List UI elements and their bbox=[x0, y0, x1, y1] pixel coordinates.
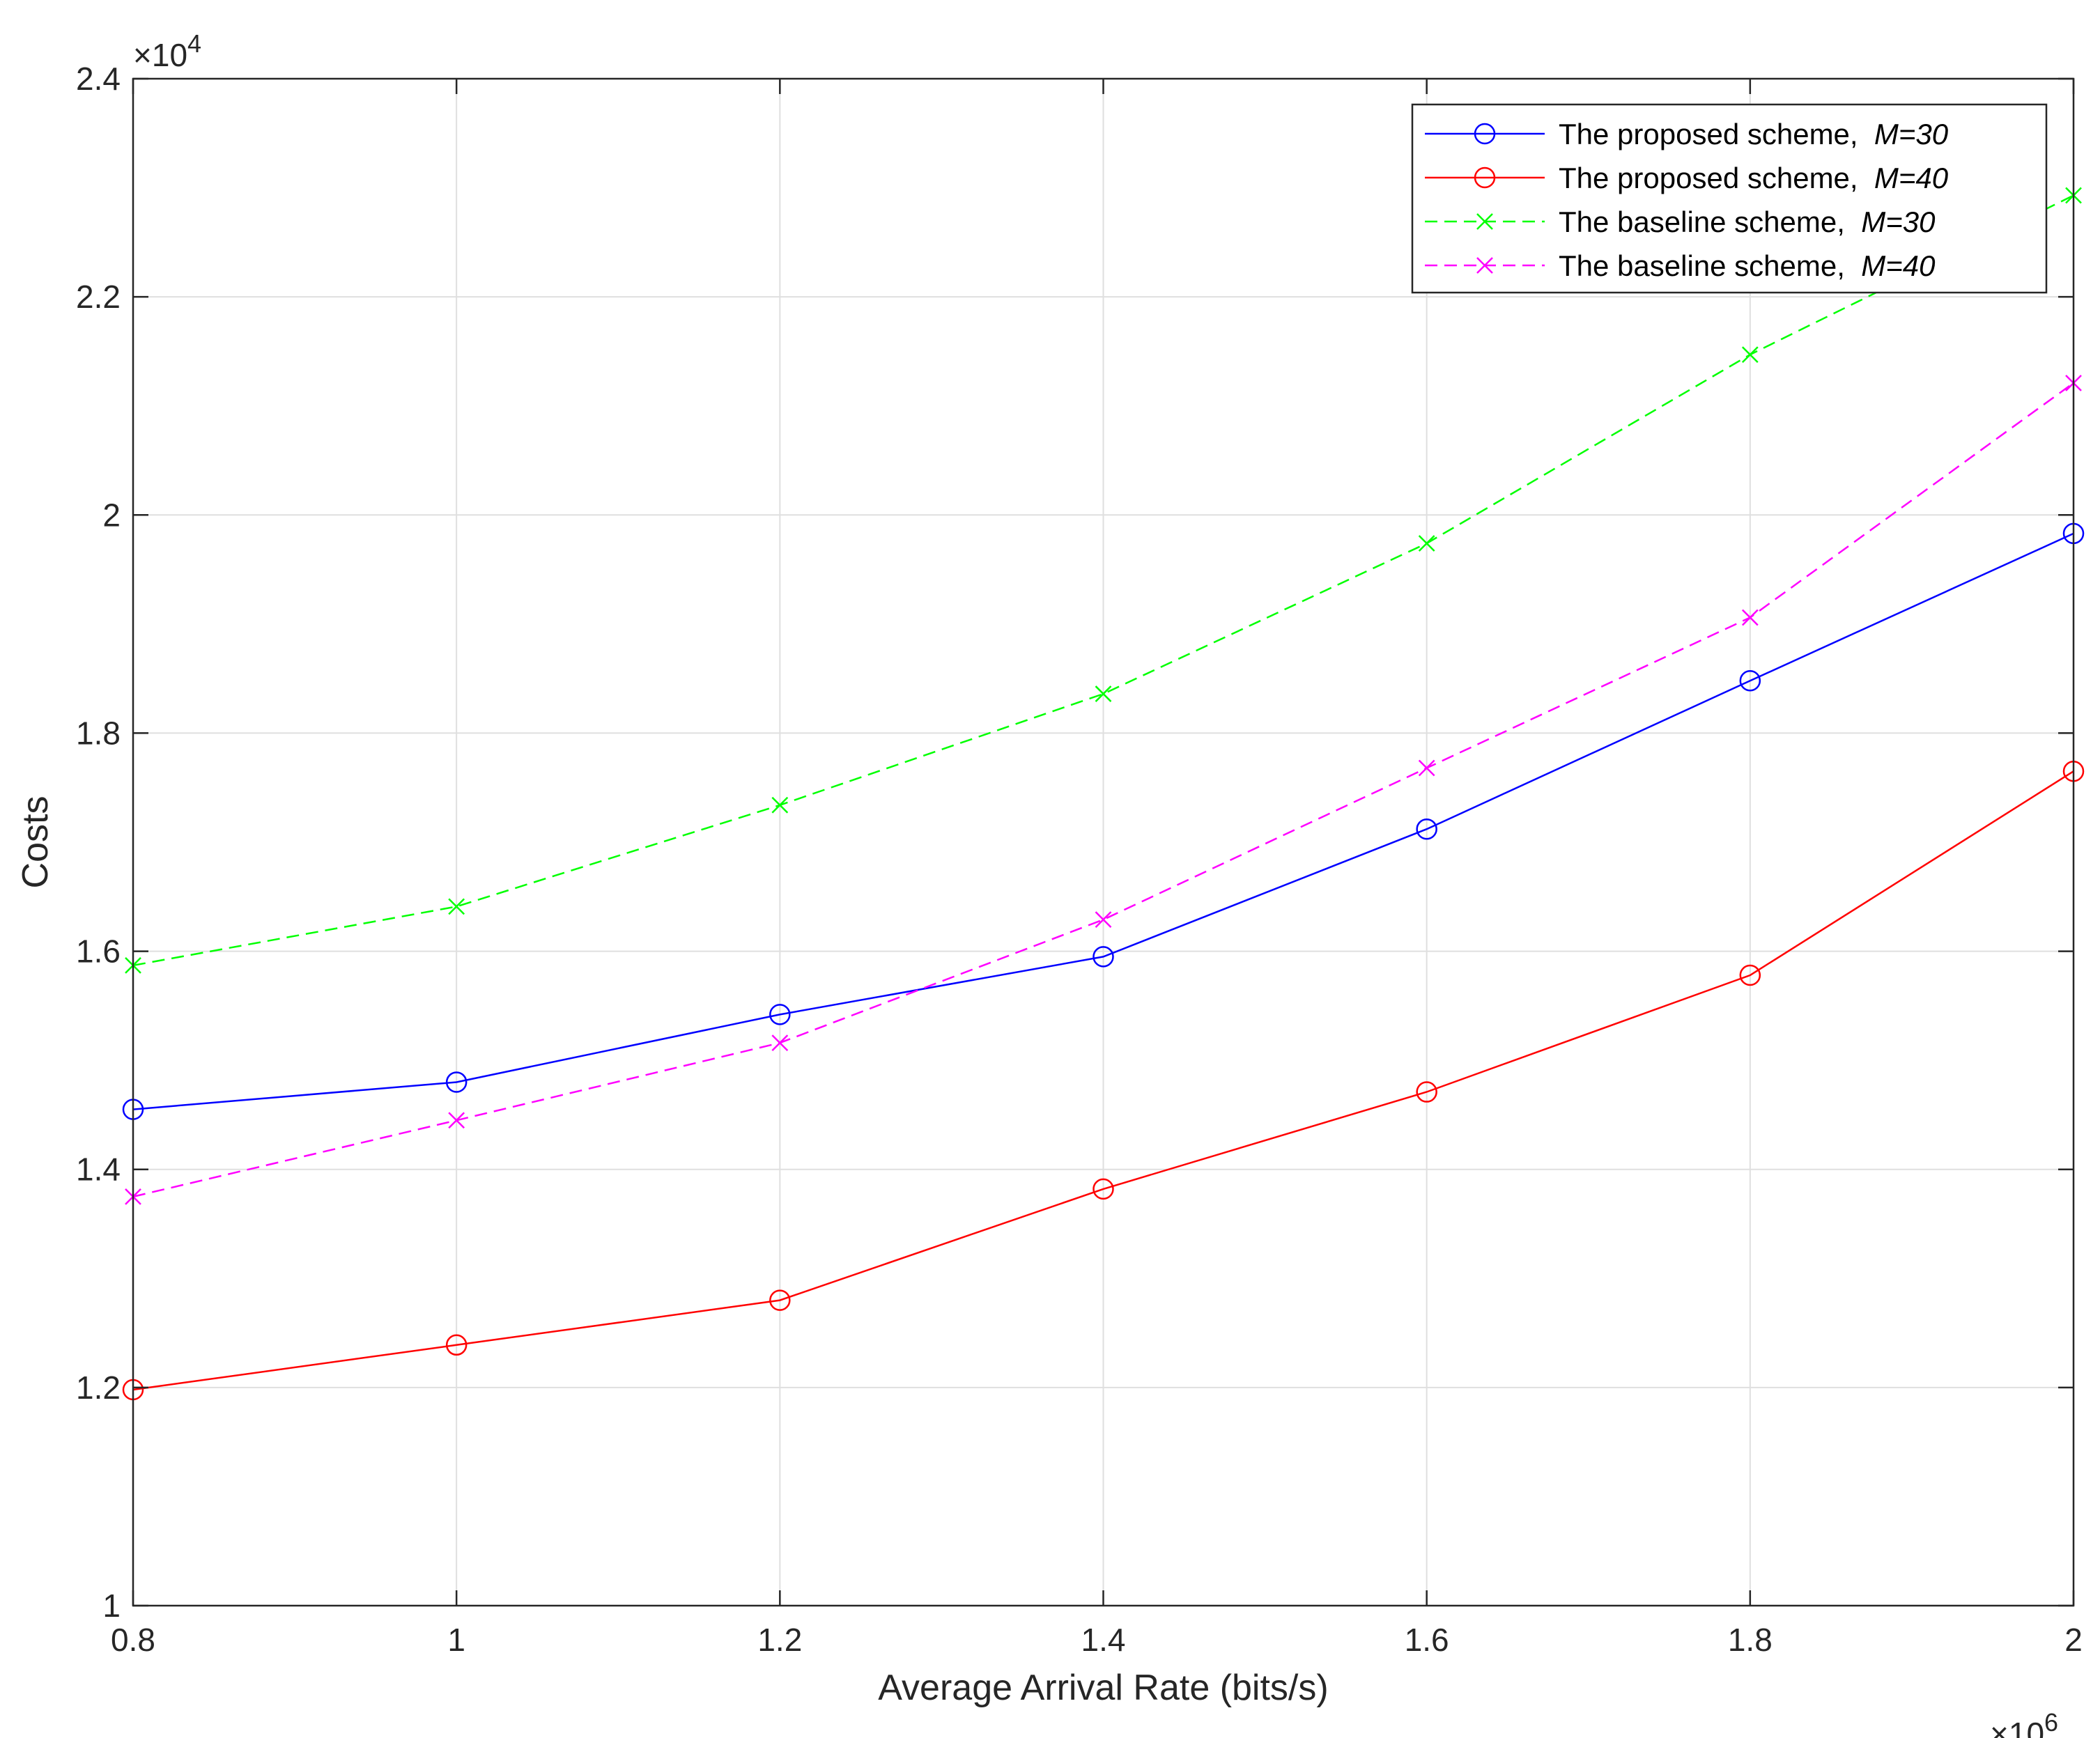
y-tick-label: 1.6 bbox=[76, 933, 121, 970]
data-point bbox=[1093, 1178, 1114, 1200]
grid bbox=[132, 78, 2074, 1606]
legend-marker bbox=[1474, 123, 1496, 145]
legend-entry: The baseline scheme, M=30 bbox=[1425, 205, 1936, 238]
series-layer bbox=[122, 187, 2085, 1401]
data-point bbox=[1095, 685, 1112, 702]
data-point bbox=[1095, 911, 1112, 929]
data-point bbox=[769, 1004, 791, 1025]
data-point bbox=[445, 1334, 468, 1356]
y-tick-label: 2.4 bbox=[76, 61, 121, 97]
x-exponent-power: 6 bbox=[2044, 1708, 2058, 1737]
data-point bbox=[1416, 1081, 1437, 1103]
x-tick-label: 2 bbox=[2064, 1622, 2083, 1658]
legend-label: The baseline scheme, M=40 bbox=[1559, 249, 1936, 282]
data-point bbox=[1418, 759, 1435, 777]
data-point bbox=[1416, 818, 1437, 840]
legend-scheme-name: The baseline scheme, bbox=[1559, 249, 1861, 282]
series-1 bbox=[122, 522, 2085, 1120]
x-tick-label: 1.8 bbox=[1728, 1622, 1773, 1658]
data-point bbox=[1741, 609, 1759, 626]
x-tick-label: 1.2 bbox=[757, 1622, 802, 1658]
y-exponent-base: ×10 bbox=[133, 37, 187, 73]
legend-scheme-name: The baseline scheme, bbox=[1559, 205, 1861, 238]
x-axis-label: Average Arrival Rate (bits/s) bbox=[878, 1668, 1328, 1708]
data-point bbox=[771, 1034, 789, 1051]
y-tick-label: 2 bbox=[102, 497, 121, 533]
data-point bbox=[1739, 964, 1761, 986]
x-tick-label: 1.6 bbox=[1405, 1622, 1449, 1658]
data-point bbox=[1418, 535, 1435, 552]
axis-ticks: 0.8 1 1.2 1.4 1.6 1.8 211.21.41.61.822.22.4 bbox=[76, 61, 2083, 1658]
y-tick-label: 1.4 bbox=[76, 1151, 121, 1188]
series-2 bbox=[122, 760, 2085, 1401]
legend-scheme-param: M=30 bbox=[1861, 205, 1936, 238]
y-tick-label: 1 bbox=[102, 1588, 121, 1624]
legend-marker bbox=[1476, 257, 1493, 274]
legend-box bbox=[1411, 103, 2048, 294]
legend-scheme-name: The proposed scheme, bbox=[1559, 162, 1874, 194]
legend-label: The proposed scheme, M=40 bbox=[1559, 162, 1949, 194]
legend-entry: The proposed scheme, M=30 bbox=[1425, 118, 1949, 150]
series-line bbox=[132, 532, 2074, 1110]
data-point bbox=[1739, 670, 1761, 692]
data-point bbox=[445, 1071, 468, 1093]
data-point bbox=[448, 1112, 465, 1129]
y-tick-label: 2.2 bbox=[76, 279, 121, 315]
x-tick-label: 1.4 bbox=[1081, 1622, 1126, 1658]
data-point bbox=[769, 1289, 791, 1311]
x-axis-exponent: ×106 bbox=[1990, 1708, 2058, 1738]
data-point bbox=[1741, 346, 1759, 364]
series-line bbox=[132, 770, 2074, 1391]
x-tick-label: 1 bbox=[447, 1622, 465, 1658]
legend-scheme-param: M=40 bbox=[1874, 162, 1949, 194]
legend-scheme-param: M=30 bbox=[1874, 118, 1949, 150]
data-point bbox=[771, 796, 789, 814]
y-axis-exponent: ×104 bbox=[133, 29, 201, 73]
y-tick-label: 1.8 bbox=[76, 715, 121, 751]
data-point bbox=[1093, 946, 1114, 968]
data-point bbox=[448, 898, 465, 915]
legend-scheme-param: M=40 bbox=[1861, 249, 1936, 282]
x-tick-label: 0.8 bbox=[111, 1622, 155, 1658]
legend-marker bbox=[1474, 166, 1496, 189]
legend-label: The baseline scheme, M=30 bbox=[1559, 205, 1936, 238]
x-exponent-base: ×10 bbox=[1990, 1716, 2044, 1738]
legend-label: The proposed scheme, M=30 bbox=[1559, 118, 1949, 150]
legend-entry: The proposed scheme, M=40 bbox=[1425, 162, 1949, 194]
y-exponent-power: 4 bbox=[187, 29, 201, 58]
y-tick-label: 1.2 bbox=[76, 1370, 121, 1406]
y-axis-label: Costs bbox=[15, 796, 56, 889]
legend-entry: The baseline scheme, M=40 bbox=[1425, 249, 1936, 282]
legend-marker bbox=[1476, 213, 1493, 230]
legend-scheme-name: The proposed scheme, bbox=[1559, 118, 1874, 150]
